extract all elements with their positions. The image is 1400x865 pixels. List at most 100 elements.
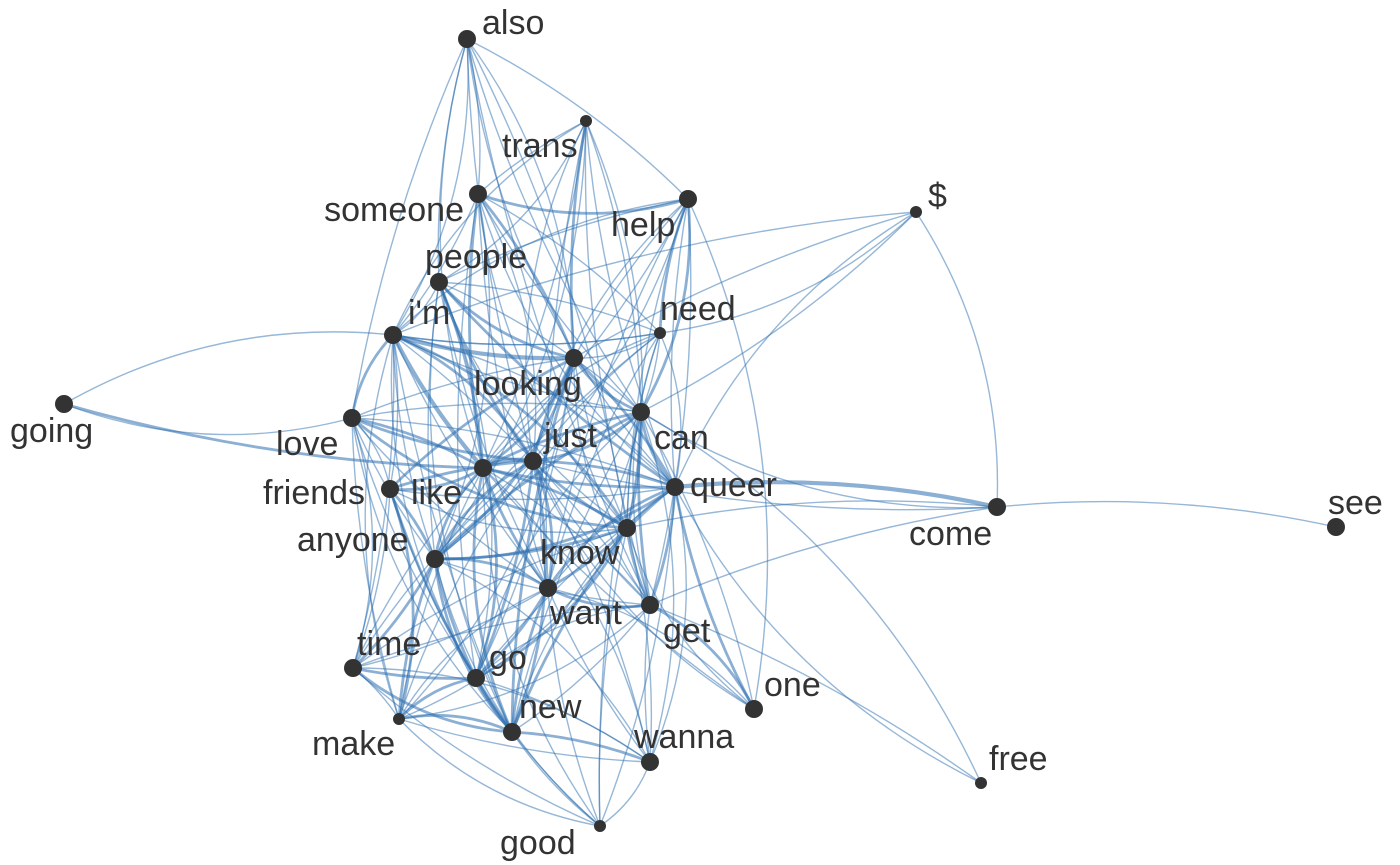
node-dollar: [910, 206, 922, 218]
node-im: [384, 326, 402, 344]
edge-also-queer: [466, 38, 676, 488]
node-get: [641, 596, 659, 614]
edge-want-wanna: [547, 587, 651, 763]
node-label-trans: trans: [502, 127, 578, 165]
node-label-go: go: [489, 639, 527, 677]
node-label-friends: friends: [263, 474, 365, 512]
edge-people-need: [438, 281, 661, 334]
edge-queer-good: [599, 486, 676, 827]
edge-going-like: [62, 402, 485, 470]
edge-new-wanna: [510, 730, 652, 764]
edge-help-queer: [670, 198, 689, 488]
node-see: [1327, 518, 1345, 536]
edge-looking-get: [573, 357, 651, 606]
edge-im-looking: [390, 332, 577, 361]
edge-come-just: [532, 460, 998, 511]
edge-someone-can: [477, 193, 642, 413]
node-label-see: see: [1328, 484, 1383, 522]
edge-come-queer: [672, 480, 1000, 510]
edge-get-one: [648, 603, 756, 711]
edge-know-one: [626, 527, 755, 710]
edge-help-one: [687, 198, 769, 710]
edge-love-new: [351, 417, 513, 733]
edge-friends-time: [352, 488, 391, 669]
node-come: [988, 498, 1006, 516]
node-label-people: people: [425, 238, 527, 276]
edge-someone-just: [477, 193, 537, 462]
edge-like-friends: [388, 466, 485, 491]
edge-dollar-queer: [674, 211, 917, 488]
edge-im-friends: [389, 334, 399, 490]
node-wanna: [641, 753, 659, 771]
node-people: [430, 273, 448, 291]
edge-love-know: [350, 416, 629, 530]
edge-im-can: [392, 334, 642, 413]
edge-wanna-good: [599, 761, 651, 827]
edge-free-get: [649, 604, 982, 784]
edge-trans-im: [392, 120, 587, 336]
node-label-make: make: [312, 725, 395, 763]
edge-know-good: [598, 527, 628, 827]
edges-layer: [62, 38, 1337, 827]
edge-go-make: [397, 676, 478, 721]
node-queer: [666, 478, 684, 496]
node-time: [344, 659, 362, 677]
edge-looking-new: [510, 356, 576, 734]
edge-someone-looking: [476, 192, 576, 360]
edge-just-make: [398, 460, 534, 720]
edge-love-go: [351, 417, 477, 679]
node-make: [393, 713, 405, 725]
labels-layer: also trans someone help $ people i'm need lookin…: [10, 4, 1383, 862]
edge-help-get: [649, 198, 692, 606]
edge-im-make: [364, 334, 400, 720]
node-new: [503, 723, 521, 741]
edge-new-good: [511, 731, 601, 827]
edge-like-know: [481, 466, 629, 530]
edge-can-one: [640, 411, 755, 710]
edge-help-anyone: [434, 198, 689, 560]
node-can: [632, 403, 650, 421]
node-label-going: going: [10, 412, 93, 450]
edge-like-wanna: [482, 467, 651, 763]
edge-free-can: [640, 411, 982, 784]
edge-can-like: [481, 410, 643, 470]
edge-know-want: [546, 526, 629, 590]
node-label-queer: queer: [690, 466, 777, 504]
node-someone: [469, 185, 487, 203]
node-need: [654, 327, 666, 339]
node-label-wanna: wanna: [633, 718, 734, 756]
node-label-love: love: [276, 425, 338, 463]
node-label-like: like: [411, 474, 462, 512]
node-free: [975, 777, 987, 789]
node-label-new: new: [519, 688, 582, 726]
node-label-anyone: anyone: [297, 521, 409, 559]
node-label-come: come: [909, 515, 992, 553]
edge-like-time: [352, 467, 484, 669]
edge-want-one: [547, 587, 755, 710]
edge-get-new: [511, 604, 651, 733]
edge-like-want: [481, 466, 550, 590]
edge-just-friends: [388, 459, 535, 491]
edge-come-get: [649, 506, 998, 606]
node-like: [474, 459, 492, 477]
edge-get-go: [475, 604, 651, 679]
node-label-help: help: [611, 206, 675, 244]
edge-dollar-looking: [573, 211, 917, 359]
edge-come-can: [640, 411, 998, 509]
edge-time-good: [352, 667, 601, 827]
edge-anyone-want: [433, 557, 550, 590]
node-looking: [565, 349, 583, 367]
node-going: [55, 395, 73, 413]
edge-love-time: [351, 417, 374, 669]
edge-want-new: [510, 586, 550, 734]
node-label-dollar: $: [928, 177, 947, 215]
edge-help-looking: [573, 198, 689, 359]
edge-queer-want: [546, 485, 677, 590]
edge-like-one: [482, 467, 755, 710]
edge-help-people: [438, 198, 689, 283]
edge-someone-im: [392, 193, 479, 336]
node-label-also: also: [482, 4, 544, 42]
node-label-just: just: [543, 417, 597, 455]
edge-need-im: [392, 332, 661, 346]
node-label-im: i'm: [408, 294, 450, 332]
